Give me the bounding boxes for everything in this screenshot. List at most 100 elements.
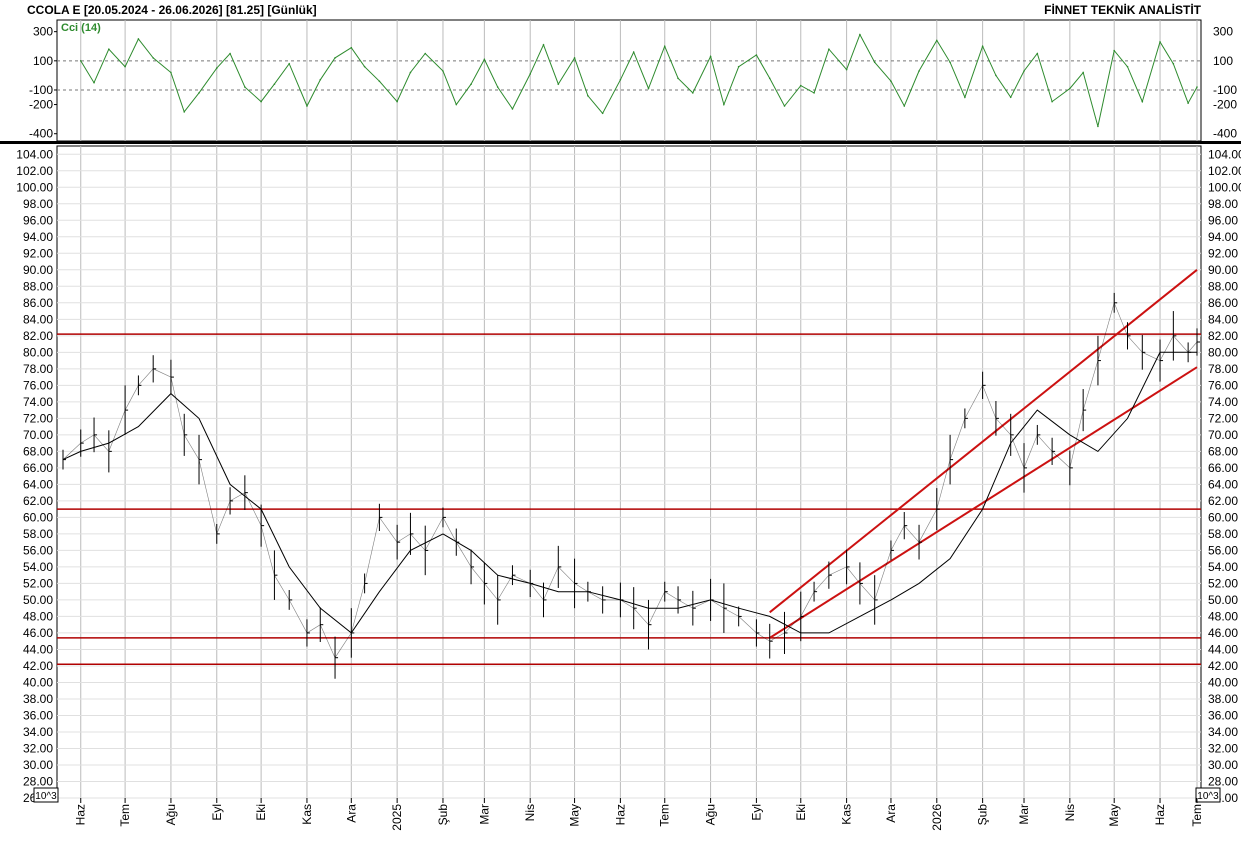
cci-point (859, 33, 861, 36)
cci-y-tick-right: -100 (1213, 83, 1237, 97)
price-y-tick-right: 40.00 (1208, 675, 1238, 689)
cci-point (1113, 49, 1116, 52)
price-y-tick-right: 94.00 (1208, 230, 1238, 244)
cci-point (455, 103, 458, 106)
cci-point (1082, 71, 1084, 74)
price-y-tick-right: 66.00 (1208, 461, 1238, 475)
price-y-tick-left: 84.00 (23, 312, 53, 326)
cci-point (981, 45, 984, 48)
cci-point (244, 86, 246, 88)
cci-point (1097, 125, 1099, 128)
cci-point (306, 105, 308, 107)
price-y-tick-right: 86.00 (1208, 296, 1238, 310)
x-tick-label: Haz (1153, 804, 1167, 825)
cci-point (442, 70, 444, 72)
cci-point (647, 87, 650, 90)
x-tick-label: 2025 (390, 804, 404, 831)
cci-point (1036, 52, 1039, 55)
price-y-tick-left: 30.00 (23, 758, 53, 772)
cci-point (260, 100, 262, 103)
cci-point (1187, 102, 1189, 104)
cci-point (511, 108, 514, 110)
price-y-tick-right: 68.00 (1208, 444, 1238, 458)
cci-point (573, 57, 576, 59)
cci-point (483, 58, 486, 61)
price-y-tick-left: 80.00 (23, 345, 53, 359)
cci-y-tick-left: 300 (33, 25, 53, 39)
price-y-tick-left: 44.00 (23, 642, 53, 656)
price-y-tick-left: 96.00 (23, 213, 53, 227)
price-y-tick-left: 58.00 (23, 527, 53, 541)
x-tick-label: Eki (254, 804, 268, 821)
price-y-tick-right: 52.00 (1208, 576, 1238, 590)
x-tick-label: Eyl (210, 804, 224, 821)
cci-point (363, 65, 366, 68)
price-y-tick-left: 66.00 (23, 461, 53, 475)
cci-point (229, 52, 231, 55)
x-tick-label: Şub (976, 804, 990, 826)
x-tick-label: Ara (884, 804, 898, 823)
cci-point (964, 96, 966, 99)
cci-y-tick-left: -200 (29, 98, 53, 112)
cci-point (215, 67, 218, 69)
price-y-tick-right: 72.00 (1208, 411, 1238, 425)
cci-point (1159, 41, 1161, 43)
cci-point (995, 74, 997, 77)
cci-point (949, 61, 951, 64)
price-y-tick-left: 90.00 (23, 263, 53, 277)
price-y-tick-left: 42.00 (23, 659, 53, 673)
price-y-tick-right: 96.00 (1208, 213, 1238, 227)
price-y-tick-right: 100.00 (1208, 180, 1241, 194)
x-tick-label: 2026 (930, 804, 944, 831)
cci-point (709, 55, 712, 58)
price-y-tick-right: 64.00 (1208, 477, 1238, 491)
x-tick-label: May (568, 804, 582, 827)
cci-y-tick-right: 100 (1213, 54, 1233, 68)
x-tick-label: Mar (1017, 804, 1031, 825)
cci-point (183, 111, 186, 113)
price-y-tick-right: 32.00 (1208, 741, 1238, 755)
title-bar: CCOLA E [20.05.2024 - 26.06.2026] [81.25… (27, 2, 1202, 17)
cci-point (1196, 86, 1198, 88)
cci-point (470, 83, 472, 85)
channel-lower-line (769, 366, 1198, 639)
cci-point (935, 39, 938, 42)
cci-point (170, 71, 172, 74)
price-y-tick-left: 104.00 (16, 147, 53, 161)
price-y-tick-left: 100.00 (16, 180, 53, 194)
x-tick-label: Şub (436, 804, 450, 826)
cci-point (828, 48, 830, 50)
price-y-tick-left: 88.00 (23, 279, 53, 293)
cci-point (79, 60, 82, 62)
price-y-tick-right: 98.00 (1208, 197, 1238, 211)
price-y-tick-left: 64.00 (23, 477, 53, 491)
cci-point (873, 61, 876, 64)
cci-y-tick-right: -200 (1213, 98, 1237, 112)
price-y-tick-left: 60.00 (23, 510, 53, 524)
cci-point (273, 83, 276, 85)
price-y-tick-left: 94.00 (23, 230, 53, 244)
price-y-tick-left: 28.00 (23, 774, 53, 788)
price-y-tick-right: 30.00 (1208, 758, 1238, 772)
cci-point (409, 71, 412, 74)
cci-point (396, 100, 398, 103)
x-tick-label: Nis (523, 804, 537, 821)
x-tick-label: Mar (477, 804, 491, 825)
x-tick-label: Tem (658, 804, 672, 827)
cci-point (496, 86, 499, 88)
x-tick-label: Kas (840, 804, 854, 825)
price-y-tick-left: 68.00 (23, 444, 53, 458)
cci-point (288, 62, 291, 65)
channel-upper-line (769, 269, 1198, 614)
price-y-tick-right: 44.00 (1208, 642, 1238, 656)
corner-label-right: 10^3 (1197, 791, 1219, 802)
price-y-tick-right: 76.00 (1208, 378, 1238, 392)
cci-point (918, 70, 920, 72)
price-y-tick-left: 70.00 (23, 428, 53, 442)
price-y-tick-right: 102.00 (1208, 164, 1241, 178)
x-tick-label: Haz (613, 804, 627, 825)
cci-point (529, 73, 532, 75)
price-y-tick-right: 50.00 (1208, 593, 1238, 607)
cci-point (542, 43, 545, 46)
